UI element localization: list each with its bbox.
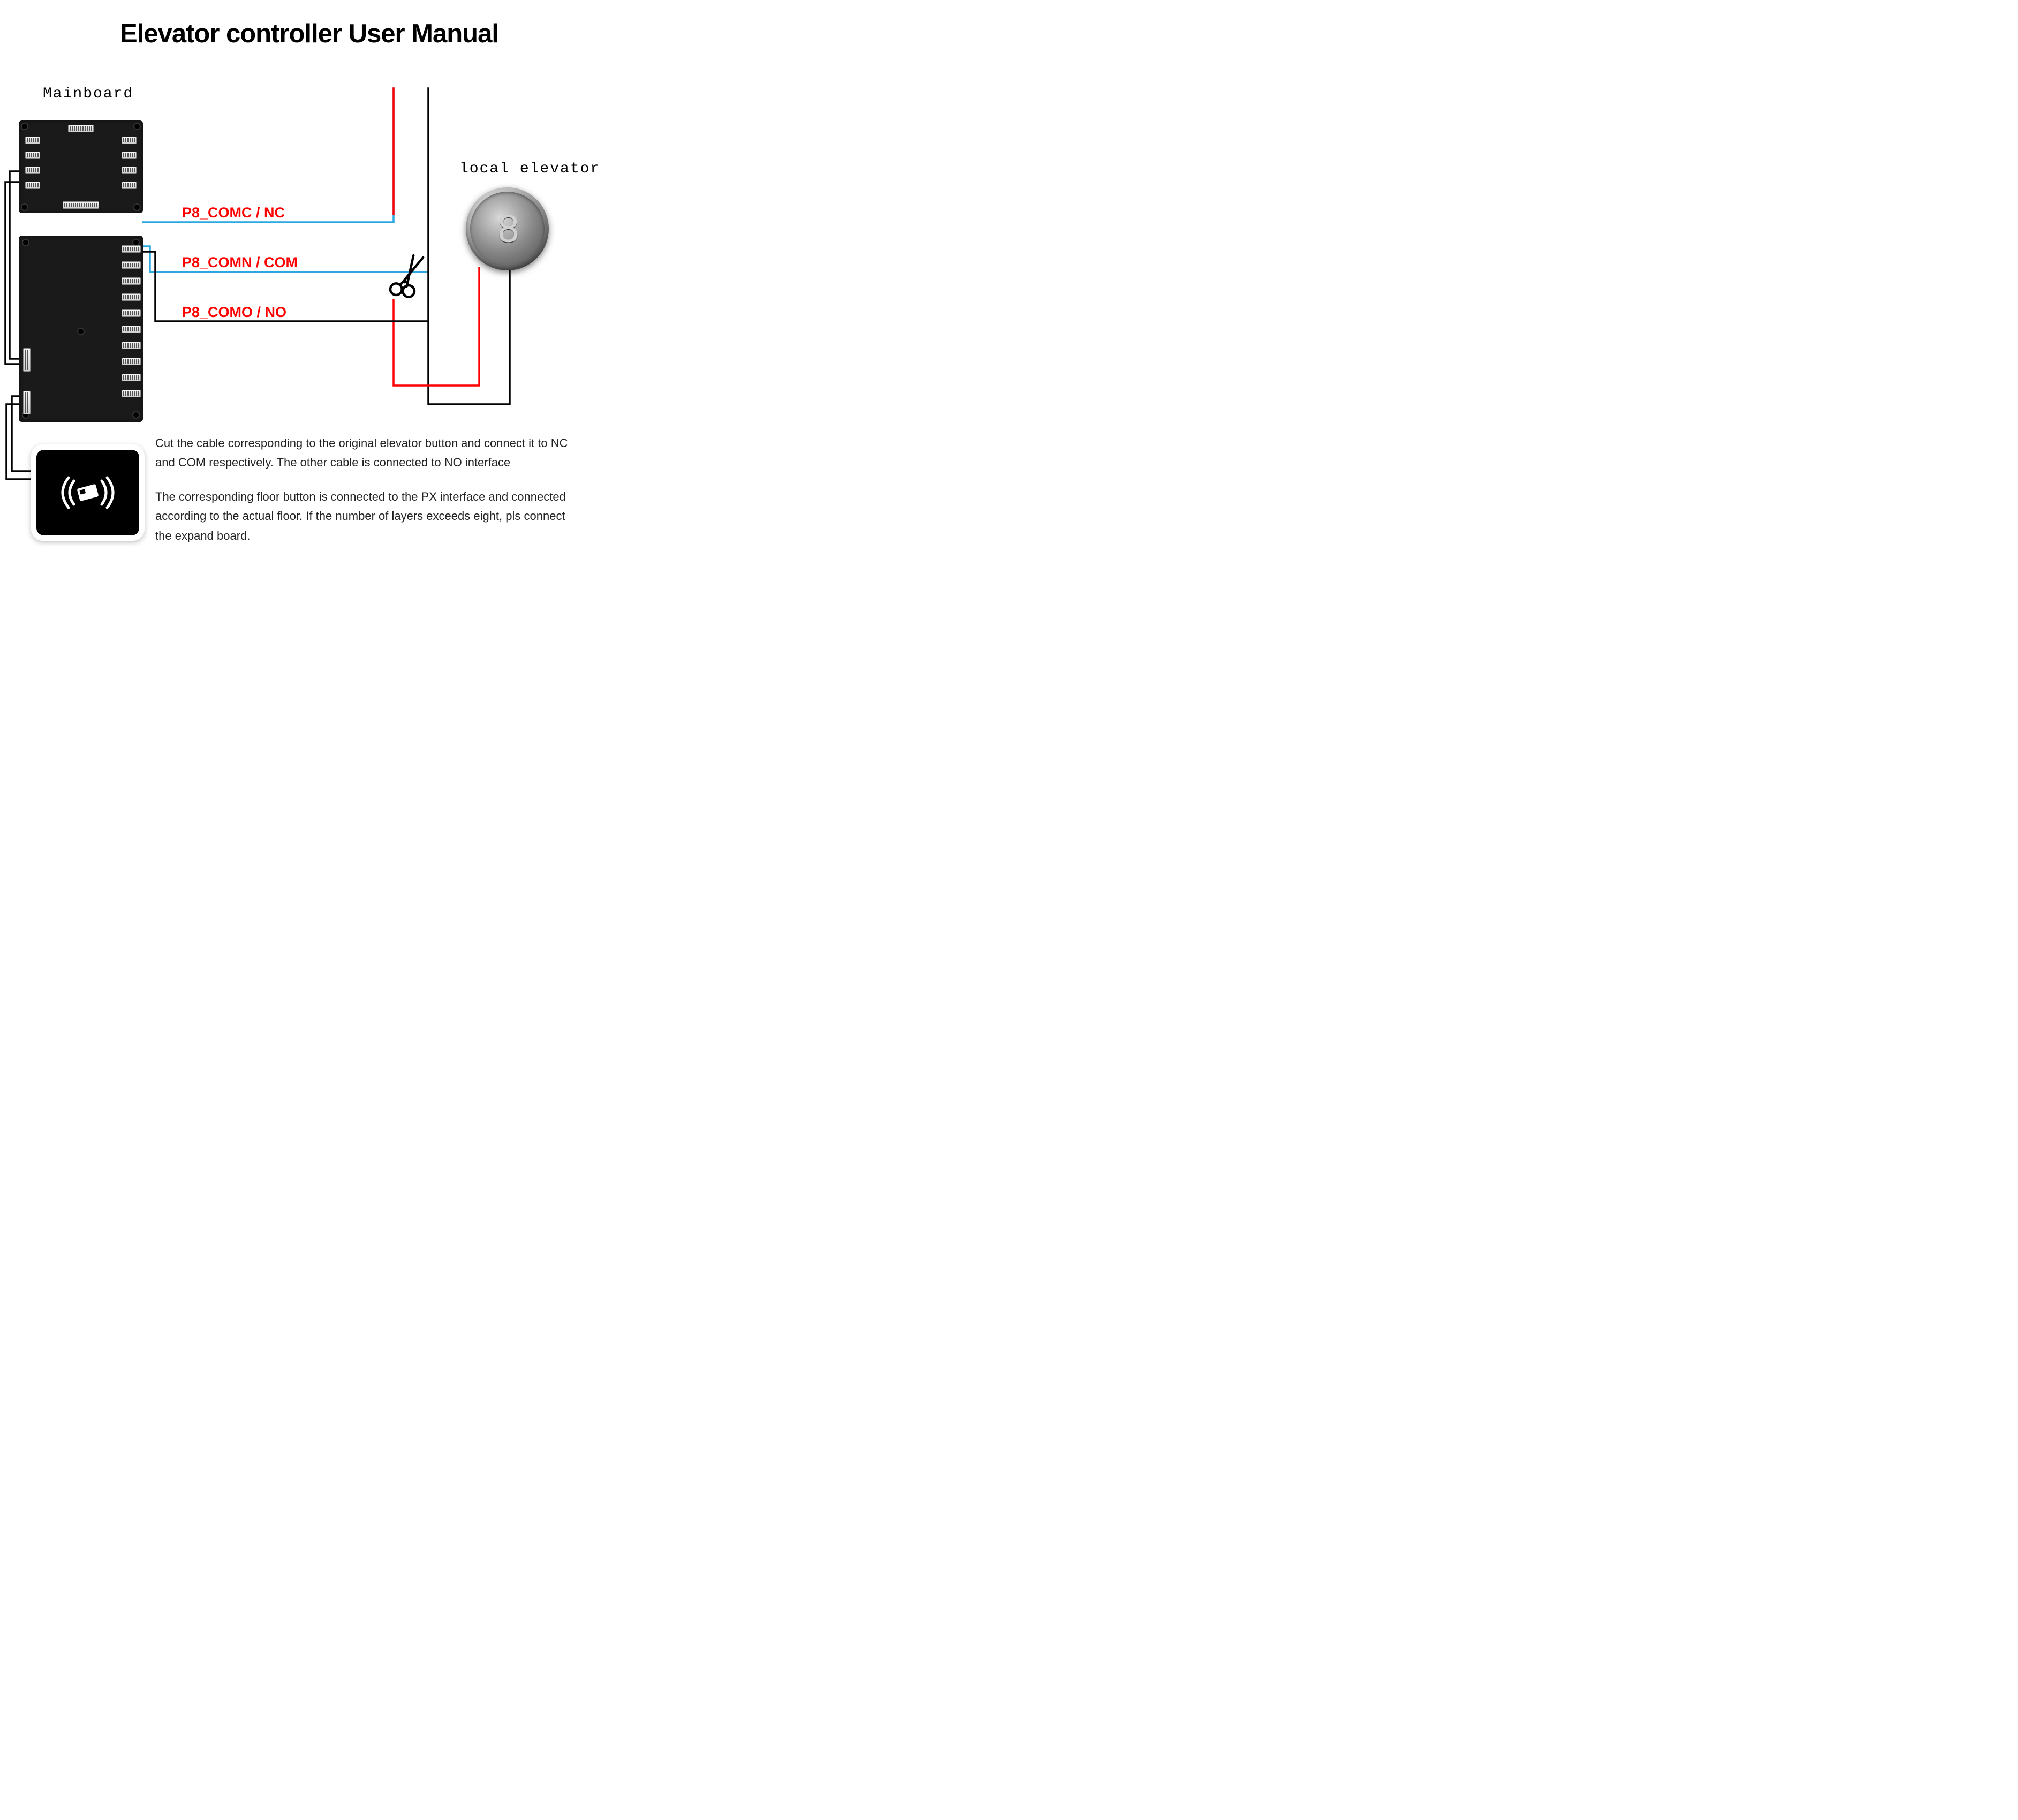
jst-header <box>122 309 141 317</box>
rfid-icon <box>56 471 120 514</box>
jst-header <box>23 348 31 372</box>
jst-header <box>122 293 141 301</box>
jst-header <box>122 342 141 349</box>
jst-header <box>25 152 40 159</box>
mainboard-label: Mainboard <box>43 86 133 102</box>
wire <box>5 182 19 364</box>
jst-header <box>25 182 40 189</box>
jst-header <box>122 261 141 269</box>
jst-header <box>122 358 141 365</box>
page-title: Elevator controller User Manual <box>0 19 618 49</box>
jst-header <box>63 201 99 209</box>
jst-header <box>122 137 137 144</box>
jst-header <box>122 390 141 397</box>
scissors-icon <box>386 252 434 300</box>
jst-header <box>23 391 31 414</box>
jst-header <box>25 167 40 174</box>
jst-header <box>122 326 141 333</box>
wire-label-nc: P8_COMC / NC <box>182 205 285 221</box>
jst-header <box>68 125 94 132</box>
jst-header <box>122 245 141 253</box>
instruction-paragraph-1: Cut the cable corresponding to the origi… <box>155 434 578 473</box>
jst-header <box>122 277 141 285</box>
wire-label-com: P8_COMN / COM <box>182 254 298 271</box>
elevator-button-number: 8 <box>497 207 517 251</box>
wire <box>10 171 19 359</box>
rfid-reader <box>31 444 145 541</box>
jst-header <box>122 167 137 174</box>
jst-header <box>25 137 40 144</box>
mainboard-top-pcb <box>19 120 143 213</box>
jst-header <box>122 182 137 189</box>
instruction-paragraph-2: The corresponding floor button is connec… <box>155 487 578 546</box>
jst-header <box>122 152 137 159</box>
wire <box>143 88 394 222</box>
jst-header <box>122 374 141 381</box>
elevator-floor-button: 8 <box>466 187 549 270</box>
wire-label-no: P8_COMO / NO <box>182 304 286 321</box>
local-elevator-label: local elevator <box>459 161 600 177</box>
mainboard-bottom-pcb <box>19 236 143 422</box>
